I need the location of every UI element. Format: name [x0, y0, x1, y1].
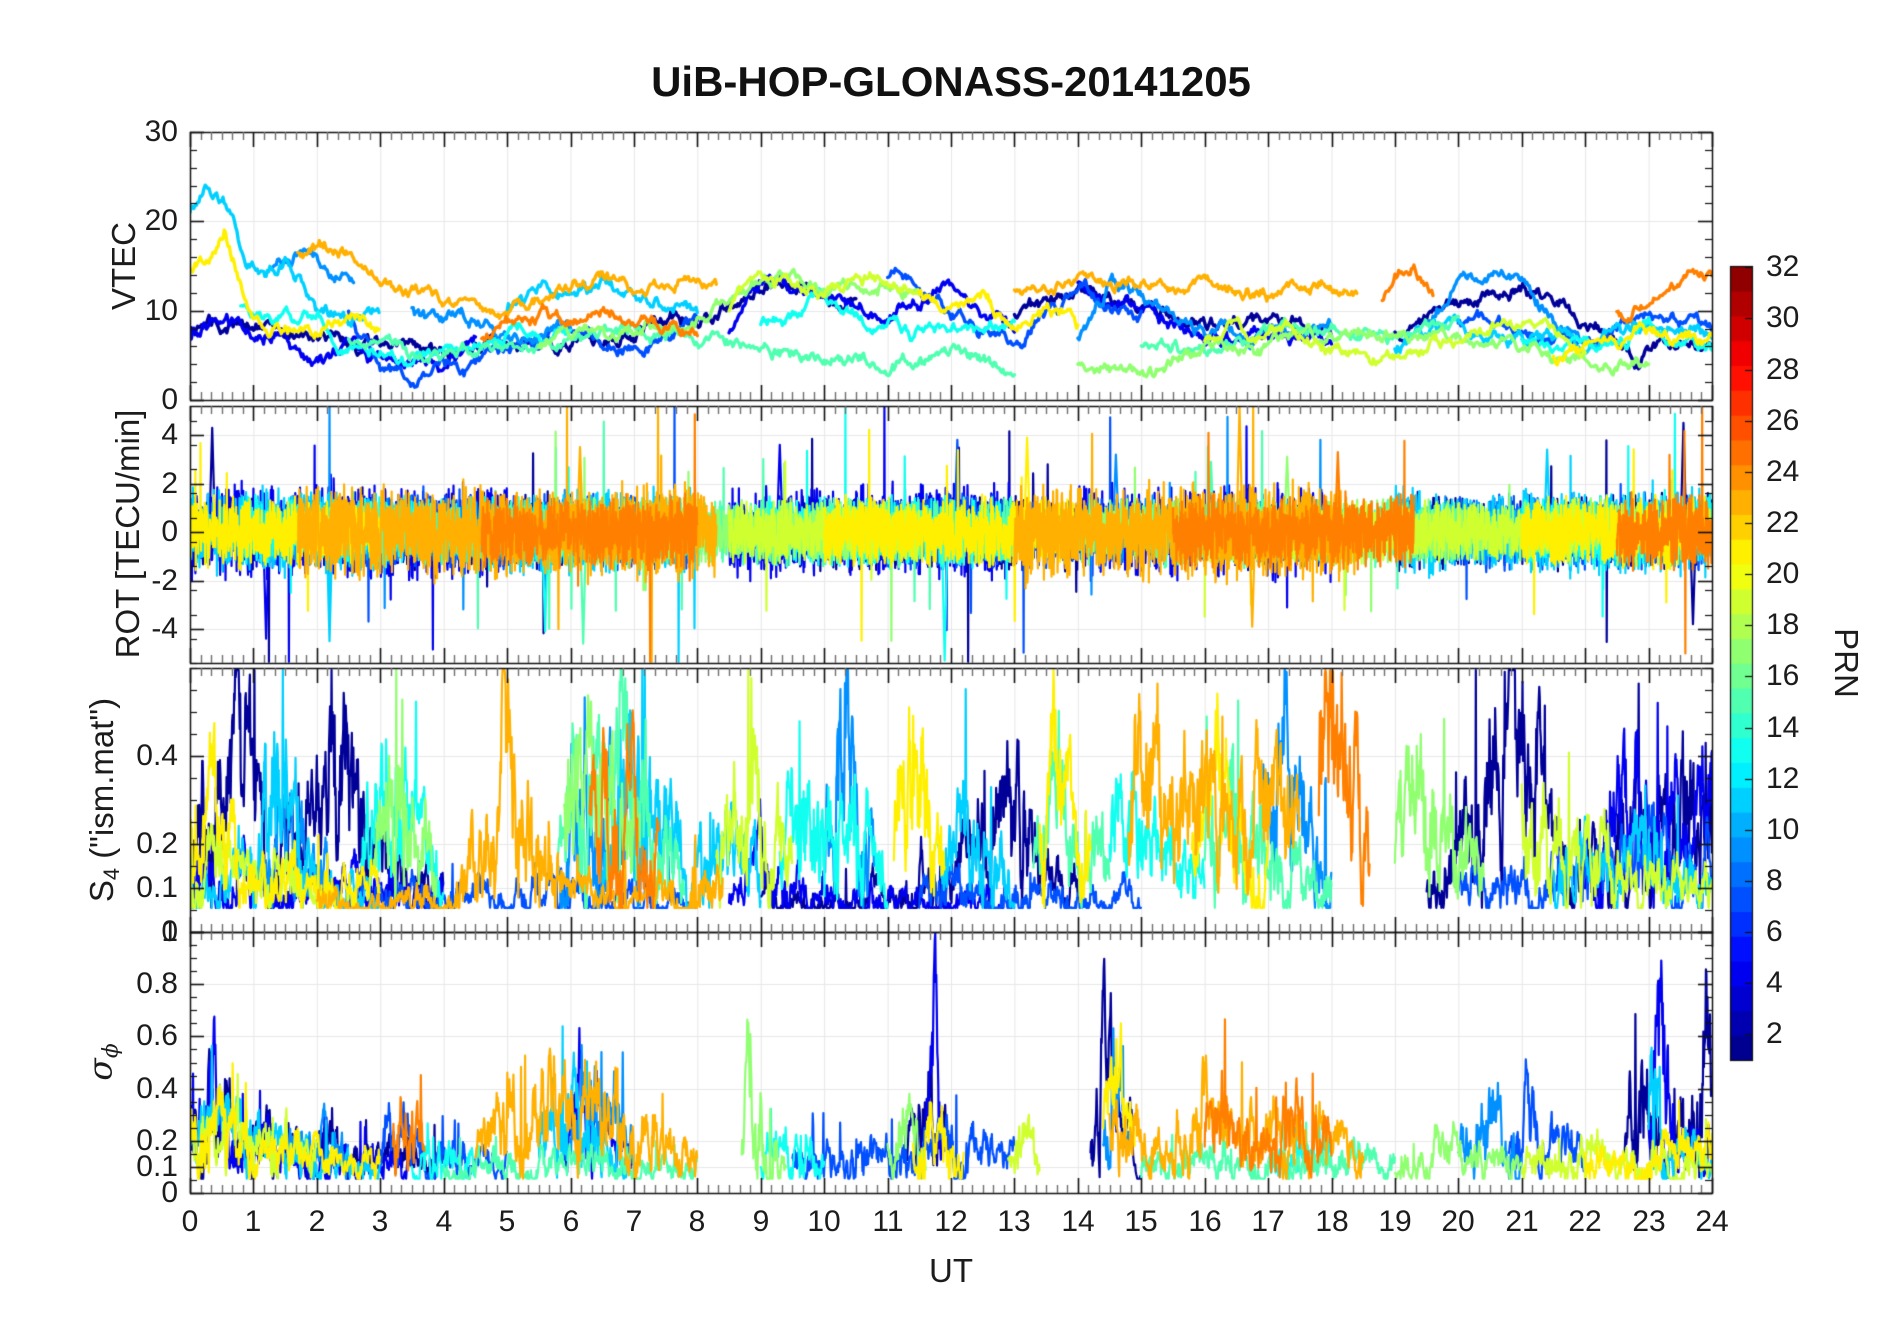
y-tick-label-sigma_phi: 0.2 — [136, 1124, 178, 1157]
x-tick-label: 15 — [1124, 1205, 1158, 1238]
x-tick-label: 2 — [308, 1205, 326, 1238]
colorbar-tick-label: 28 — [1766, 353, 1800, 386]
x-tick-label: 6 — [562, 1205, 580, 1238]
colorbar-tick-label: 18 — [1766, 608, 1800, 641]
x-tick-label: 1 — [244, 1205, 262, 1238]
x-tick-label: 0 — [181, 1205, 199, 1238]
y-tick-label-S4: 0.4 — [136, 739, 178, 772]
colorbar-tick-label: 26 — [1766, 404, 1800, 437]
colorbar-tick-label: 4 — [1766, 966, 1783, 999]
y-tick-label-S4: 0.2 — [136, 827, 178, 860]
y-tick-label-sigma_phi: 0.1 — [136, 1150, 178, 1183]
y-tick-label-sigma_phi: 0.4 — [136, 1072, 178, 1105]
x-tick-label: 23 — [1632, 1205, 1666, 1238]
x-tick-label: 19 — [1378, 1205, 1412, 1238]
y-tick-label-ROT: 2 — [161, 467, 178, 500]
colorbar-tick-label: 16 — [1766, 659, 1800, 692]
y-tick-label-ROT: -2 — [151, 564, 178, 597]
x-tick-label: 7 — [625, 1205, 643, 1238]
colorbar-tick-label: 6 — [1766, 915, 1783, 948]
x-tick-label: 18 — [1315, 1205, 1349, 1238]
y-tick-label-S4: 0 — [161, 915, 178, 948]
colorbar-tick-label: 24 — [1766, 455, 1800, 488]
y-tick-label-VTEC: 10 — [144, 294, 178, 327]
x-tick-label: 13 — [997, 1205, 1031, 1238]
x-tick-label: 5 — [498, 1205, 516, 1238]
x-tick-label: 16 — [1188, 1205, 1222, 1238]
y-tick-label-ROT: 4 — [161, 418, 178, 451]
colorbar-tick-label: 14 — [1766, 711, 1800, 744]
x-tick-label: 20 — [1441, 1205, 1475, 1238]
y-tick-label-VTEC: 30 — [144, 115, 178, 148]
x-tick-label: 17 — [1251, 1205, 1285, 1238]
x-tick-label: 22 — [1568, 1205, 1602, 1238]
y-tick-label-sigma_phi: 1 — [161, 915, 178, 948]
y-tick-label-sigma_phi: 0.6 — [136, 1019, 178, 1052]
colorbar-tick-label: 8 — [1766, 864, 1783, 897]
x-tick-label: 12 — [934, 1205, 968, 1238]
y-tick-label-sigma_phi: 0 — [161, 1176, 178, 1209]
x-tick-label: 11 — [872, 1205, 904, 1238]
x-tick-label: 9 — [752, 1205, 770, 1238]
colorbar-tick-label: 22 — [1766, 506, 1800, 539]
y-tick-label-S4: 0.1 — [136, 871, 178, 904]
colorbar-tick-label: 20 — [1766, 557, 1800, 590]
colorbar-tick-label: 30 — [1766, 301, 1800, 334]
y-tick-label-ROT: -4 — [151, 612, 178, 645]
colorbar-tick-label: 12 — [1766, 762, 1800, 795]
x-tick-label: 24 — [1695, 1205, 1729, 1238]
x-tick-label: 4 — [435, 1205, 453, 1238]
y-tick-label-VTEC: 0 — [161, 383, 178, 416]
colorbar-tick-label: 32 — [1766, 250, 1800, 283]
colorbar-tick-label: 10 — [1766, 813, 1800, 846]
colorbar-tick-label: 2 — [1766, 1017, 1783, 1050]
x-tick-label: 8 — [688, 1205, 706, 1238]
y-tick-label-VTEC: 20 — [144, 204, 178, 237]
y-tick-label-sigma_phi: 0.8 — [136, 967, 178, 1000]
y-tick-label-ROT: 0 — [161, 515, 178, 548]
x-tick-label: 21 — [1505, 1205, 1539, 1238]
x-tick-label: 3 — [371, 1205, 389, 1238]
x-tick-label: 14 — [1061, 1205, 1095, 1238]
x-tick-label: 10 — [807, 1205, 841, 1238]
x-axis-label: UT — [929, 1252, 973, 1289]
